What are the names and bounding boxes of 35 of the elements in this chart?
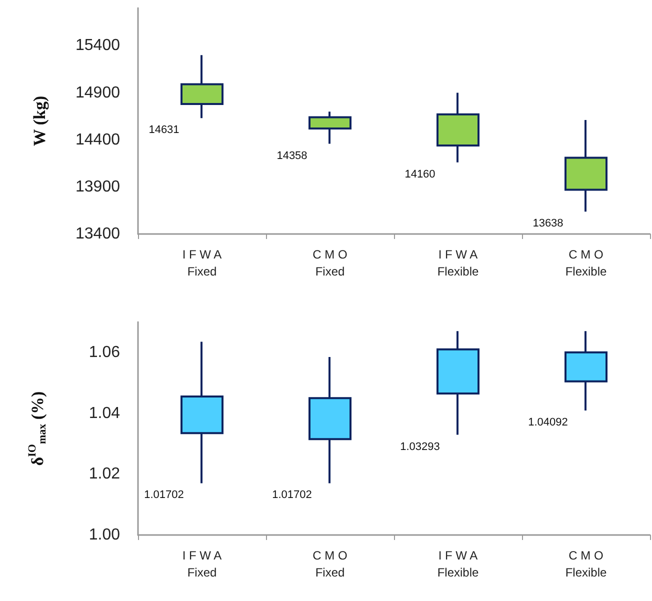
y-axis-title: δIOmax (%) [26, 391, 48, 466]
x-tick-label: I F W A Fixed [182, 548, 222, 580]
annotation: 14160 [404, 168, 436, 180]
candlestick [308, 110, 352, 145]
annotation: 1.03293 [400, 440, 440, 453]
y-tick-label: 1.02 [88, 466, 120, 483]
candlestick [564, 330, 608, 412]
y-tick-label: 1.06 [88, 344, 120, 361]
x-tick-label: I F W A Fixed [182, 248, 222, 278]
annotation: 1.04092 [528, 416, 568, 428]
x-tick-label: C M O Flexible [565, 548, 607, 580]
candlestick [308, 356, 352, 484]
y-tick-label: 1.04 [88, 404, 120, 422]
candlestick [436, 92, 480, 164]
candlestick [436, 330, 480, 436]
x-tick-label: I F W A Flexible [437, 548, 479, 580]
annotation: 13638 [532, 218, 564, 230]
x-tick-label: I F W A Flexible [437, 248, 479, 278]
y-tick-label: 14400 [76, 131, 120, 148]
candlestick [564, 119, 608, 213]
y-axis-title: W (kg) [30, 96, 49, 146]
annotation: 14631 [148, 124, 180, 136]
annotation: 1.01702 [144, 489, 184, 502]
y-tick-label: 15400 [76, 37, 120, 54]
annotation: 14358 [276, 150, 308, 162]
x-tick-label: C M O Flexible [565, 248, 607, 278]
annotation: 1.01702 [272, 489, 312, 502]
x-tick-label: C M O Fixed [312, 248, 348, 278]
y-tick-label: 1.00 [88, 526, 120, 544]
candlestick [180, 340, 224, 484]
y-tick-label: 13400 [76, 226, 120, 242]
candlestick [180, 54, 224, 120]
y-tick-label: 13900 [76, 178, 120, 196]
x-tick-label: C M O Fixed [312, 548, 348, 580]
y-tick-label: 14900 [76, 84, 120, 102]
